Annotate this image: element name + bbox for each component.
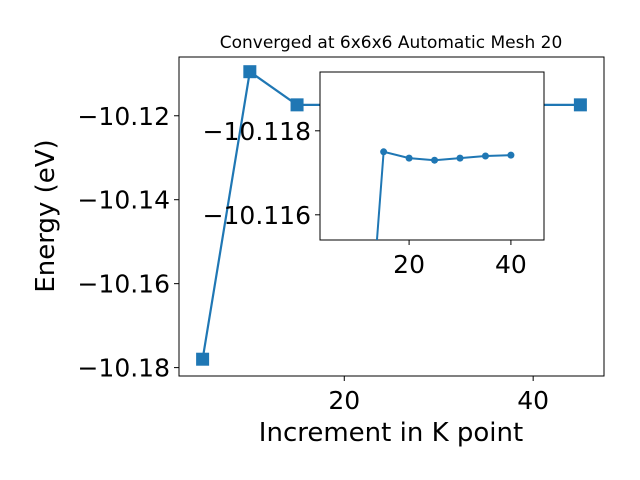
inset-x-tick-label-0: 20 [393, 250, 425, 279]
main-marker-2 [290, 98, 304, 112]
inset-plot-area: 20 40 −10.118 −10.116 [203, 71, 545, 279]
y-axis-label: Energy (eV) [31, 139, 61, 292]
x-axis-label: Increment in K point [259, 418, 523, 448]
main-y-tick-label-1: −10.14 [77, 186, 170, 215]
inset-y-tick-label-0: −10.118 [203, 117, 311, 146]
main-marker-1 [243, 65, 257, 79]
main-marker-0 [196, 352, 210, 366]
main-x-tick-label-1: 40 [517, 386, 549, 415]
main-y-tick-label-2: −10.16 [77, 270, 170, 299]
inset-marker-2 [405, 154, 413, 162]
chart-title: Converged at 6x6x6 Automatic Mesh 20 [220, 33, 563, 53]
main-y-tick-label-3: −10.18 [77, 354, 170, 383]
inset-y-tick-label-1: −10.116 [203, 201, 311, 230]
inset-marker-3 [431, 156, 439, 164]
inset-marker-4 [456, 154, 464, 162]
inset-marker-1 [380, 148, 388, 156]
inset-x-tick-label-1: 40 [495, 250, 527, 279]
inset-marker-6 [507, 151, 515, 159]
main-marker-8 [573, 98, 587, 112]
main-y-tick-label-0: −10.12 [77, 102, 170, 131]
main-x-tick-label-0: 20 [328, 386, 360, 415]
inset-marker-5 [481, 152, 489, 160]
